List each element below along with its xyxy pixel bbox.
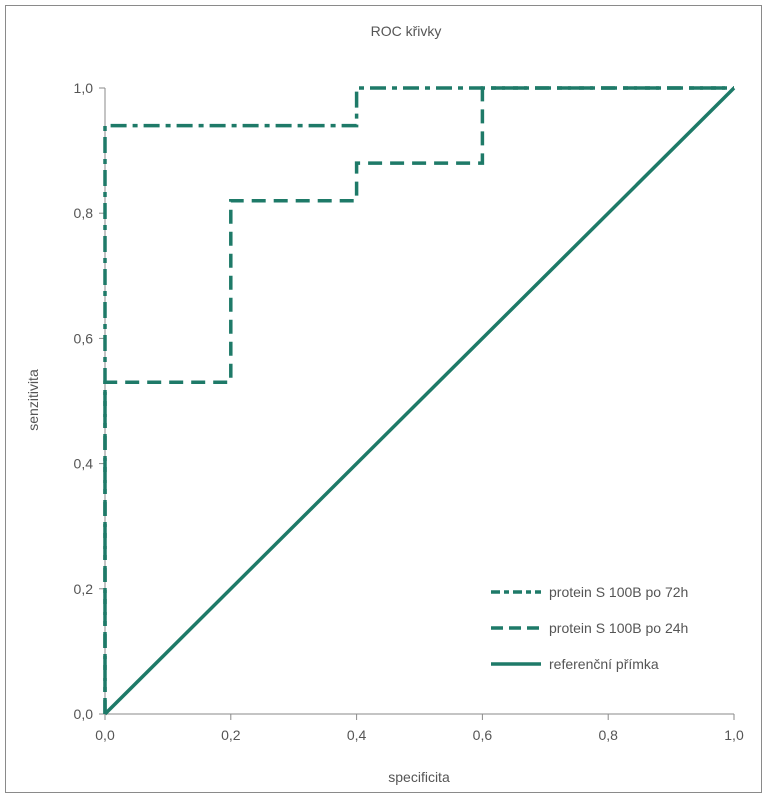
chart-frame: [5, 5, 762, 793]
legend-label: referenční přímka: [549, 656, 659, 672]
x-tick-label: 0,4: [347, 727, 367, 743]
x-tick-label: 0,6: [473, 727, 493, 743]
x-tick-label: 0,2: [221, 727, 241, 743]
x-axis-title: specificita: [388, 769, 450, 785]
legend-label: protein S 100B po 72h: [549, 584, 688, 600]
x-tick-label: 0,8: [598, 727, 618, 743]
y-tick-label: 0,6: [74, 330, 94, 346]
series-line-dash-dot: [103, 86, 734, 714]
y-tick-label: 0,2: [74, 581, 94, 597]
y-axis-title: senzitivita: [25, 369, 41, 431]
series-line-solid: [103, 86, 736, 716]
y-tick-label: 1,0: [74, 80, 94, 96]
y-tick-label: 0,8: [74, 205, 94, 221]
x-tick-label: 1,0: [724, 727, 744, 743]
legend: protein S 100B po 72h protein S 100B po 2…: [491, 584, 688, 672]
y-tick-label: 0,4: [74, 456, 94, 472]
series-line-dashed: [103, 86, 734, 714]
x-tick-label: 0,0: [95, 727, 115, 743]
y-tick-label: 0,0: [74, 706, 94, 722]
legend-label: protein S 100B po 24h: [549, 620, 688, 636]
chart-title: ROC křivky: [371, 23, 442, 39]
series-group: [103, 86, 736, 716]
